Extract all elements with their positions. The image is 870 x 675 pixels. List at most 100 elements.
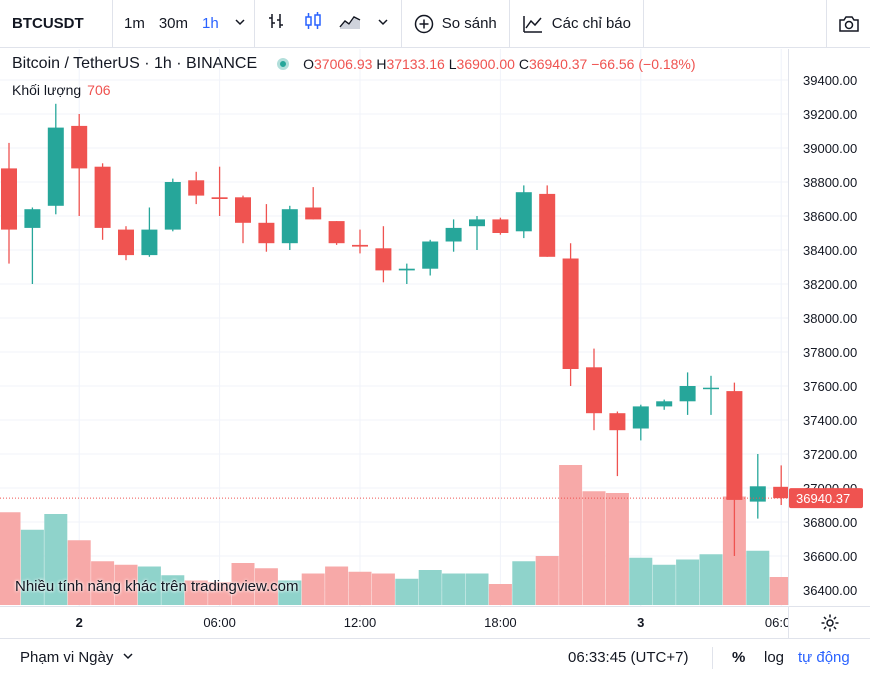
volume-bar [699,554,723,605]
candle-body [749,486,766,502]
market-status-icon[interactable] [277,58,290,70]
change-value: −66.56 (−0.18%) [591,56,696,72]
chart-pane[interactable] [0,49,788,606]
symbol-search[interactable]: BTCUSDT [12,15,84,32]
price-tick-label: 38400.00 [803,243,857,258]
candle-body [141,229,158,256]
date-range-button[interactable]: Phạm vi Ngày [0,649,134,666]
toolbar-divider [508,0,510,48]
price-tick-label: 37600.00 [803,379,857,394]
price-tick-label: 38000.00 [803,311,857,326]
candle-body [188,180,205,196]
toolbar-divider [400,0,402,48]
grid-lines [0,49,788,606]
log-scale-toggle[interactable]: log [764,649,785,666]
close-key: C [518,56,529,72]
volume-bar [535,556,559,605]
candle-body [539,193,556,257]
price-tick-label: 37200.00 [803,447,857,462]
bottom-divider [712,647,713,669]
volume-bar [91,561,115,605]
chart-settings-button[interactable] [788,606,870,638]
candle-chart-type-icon[interactable] [295,11,331,36]
volume-bar [278,580,302,605]
time-tick-label: 12:00 [344,615,377,630]
indicators-icon [523,15,542,33]
time-tick-label: 2 [76,615,83,630]
legend-ohlc: O37006.93 H37133.16 L36900.00 C36940.37 … [303,56,695,72]
price-tick-label: 38600.00 [803,209,857,224]
candle-body [352,244,368,247]
volume-bar [395,578,419,605]
candle-body [679,386,696,402]
volume-bar [746,550,770,605]
interval-30m[interactable]: 30m [158,15,189,32]
price-tick-label: 39200.00 [803,107,857,122]
auto-scale-toggle[interactable]: tự động [798,649,850,666]
candlesticks [1,103,788,556]
legend-title[interactable]: Bitcoin / TetherUS · 1h · BINANCE [12,55,258,72]
chevron-down-icon [123,652,133,659]
indicators-button[interactable]: Các chỉ báo [510,0,643,48]
candle-body [469,219,485,227]
volume-bar [582,491,606,605]
volume-bar [559,465,583,605]
compare-button[interactable]: So sánh [402,0,509,48]
candle-body [258,222,275,244]
candle-body [1,168,17,230]
candle-body [515,192,532,232]
volume-bars [0,465,788,605]
tradingview-watermark[interactable]: Nhiều tính năng khác trên tradingview.co… [15,578,299,595]
candle-body [375,248,392,271]
price-tick-label: 39400.00 [803,73,857,88]
area-chart-type-icon[interactable] [331,11,369,36]
price-axis-labels: 36400.0036600.0036800.0037000.0037200.00… [789,73,863,598]
bar-chart-type-icon[interactable] [259,11,295,36]
volume-bar [161,575,185,605]
interval-1h[interactable]: 1h [202,15,219,32]
high-key: H [376,56,387,72]
volume-bar [231,563,255,605]
interval-group: 1m 30m 1h [113,0,254,48]
timezone-clock[interactable]: 06:33:45 (UTC+7) [568,649,689,666]
volume-bar [769,577,788,605]
open-key: O [303,56,315,72]
candle-body [118,229,134,256]
candle-body [281,209,298,244]
volume-label[interactable]: Khối lượng [12,82,82,98]
candle-body [305,207,322,220]
price-tick-label: 36600.00 [803,549,857,564]
high-value: 37133.16 [386,56,445,72]
plus-circle-icon [414,14,433,33]
volume-bar [348,571,372,605]
volume-bar [676,559,700,605]
volume-bar [629,557,653,605]
candle-body [422,241,439,269]
current-price-badge [789,488,863,509]
close-value: 36940.37 [528,56,588,72]
candle-body [609,413,626,431]
interval-1m[interactable]: 1m [124,15,145,32]
current-price-label: 36940.37 [796,491,850,506]
time-axis[interactable]: 2 06:00 12:00 18:00 3 06:00 [0,606,797,638]
volume-bar [301,573,325,605]
candle-body [492,219,509,233]
candle-body [164,182,181,230]
candle-body [632,406,649,429]
price-tick-label: 36400.00 [803,583,857,598]
snapshot-button[interactable] [826,0,870,48]
candle-body [47,127,64,206]
price-tick-label: 38200.00 [803,277,857,292]
volume-bar [488,584,512,605]
chevron-down-icon[interactable] [226,15,254,33]
candle-body [328,221,345,244]
price-axis[interactable]: 36400.0036600.0036800.0037000.0037200.00… [788,49,870,605]
volume-bar [254,568,278,605]
percent-scale-toggle[interactable]: % [732,649,746,666]
compare-label: So sánh [441,15,497,32]
chevron-down-icon[interactable] [369,15,397,33]
candle-body [94,166,111,228]
bottom-bar: Phạm vi Ngày 06:33:45 (UTC+7) % log tự đ… [0,638,870,675]
indicators-label: Các chỉ báo [551,15,631,32]
gear-icon [821,614,838,631]
